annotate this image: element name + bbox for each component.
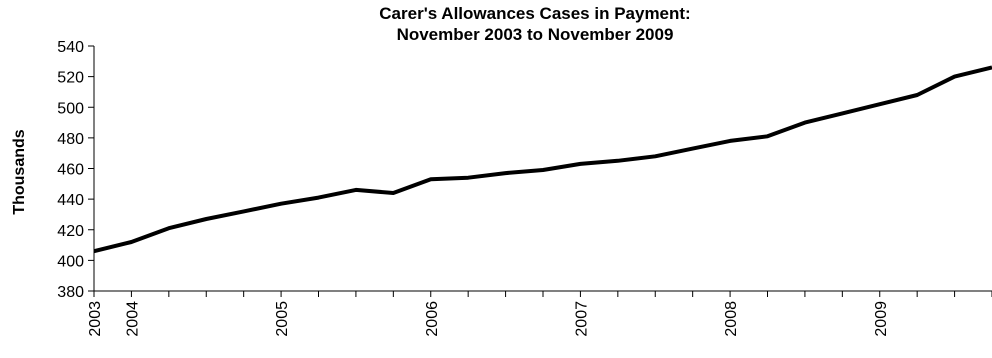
x-tick-label: 2009 [873, 301, 890, 337]
y-tick-label: 440 [57, 192, 84, 209]
y-tick-label: 460 [57, 162, 84, 179]
y-tick-label: 420 [57, 223, 84, 240]
y-tick-label: 480 [57, 131, 84, 148]
x-tick-label: 2003 [87, 301, 104, 337]
x-tick-label: 2006 [424, 301, 441, 337]
y-tick-label: 520 [57, 70, 84, 87]
y-tick-label: 500 [57, 100, 84, 117]
y-tick-label: 540 [57, 39, 84, 56]
y-tick-label: 380 [57, 284, 84, 301]
y-tick-label: 400 [57, 253, 84, 270]
x-tick-label: 2007 [573, 301, 590, 337]
chart-title-line-1: Carer's Allowances Cases in Payment: [379, 4, 691, 23]
x-tick-label: 2005 [274, 301, 291, 337]
x-tick-label: 2004 [124, 301, 141, 337]
x-tick-label: 2008 [723, 301, 740, 337]
chart-title-line-2: November 2003 to November 2009 [396, 25, 674, 44]
y-axis-label: Thousands [11, 129, 28, 214]
series-line [93, 65, 992, 254]
